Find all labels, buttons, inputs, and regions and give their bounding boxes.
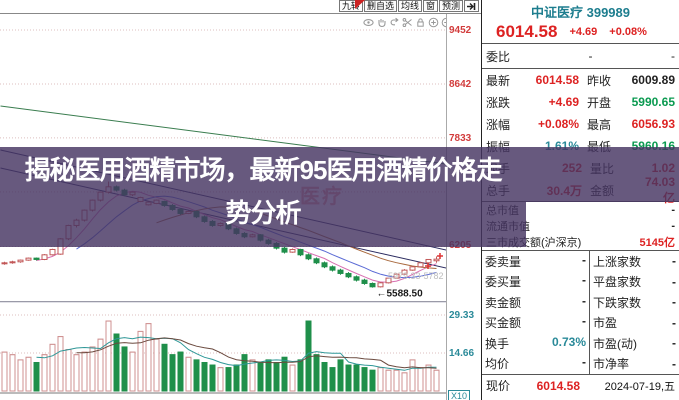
index-title: 中证医疗 399989 [531,5,630,20]
headline-banner [0,202,526,247]
red-flag-marker [355,0,365,9]
row-label: 市盈(动) [593,336,637,351]
hand-icon[interactable] [376,17,387,28]
row-value: - [582,293,586,308]
svg-text:←5588.50: ←5588.50 [377,289,424,300]
row-label: 上涨家数 [593,254,642,269]
row-value: - [672,254,676,269]
row-label: 最新 [486,73,511,88]
volume-axis-label: 14.66 [449,348,475,359]
chart-tool-icons [363,17,452,28]
row-value: - [671,220,675,232]
headline-text: 揭秘医用酒精市场，最新95医用酒精价格走 势分析 [0,149,526,235]
window-button[interactable]: 窗 [422,0,438,12]
trade-date: 2024-07-19,五 [604,380,675,393]
pair-row: 换手 0.73% 市盈(动) - [482,333,679,354]
price-row: 6014.58 +4.69 +0.08% [482,21,679,44]
last-price: 6014.58 [496,22,558,41]
quote-row: 涨跌 +4.69 开盘 5990.65 [482,91,679,113]
row-value: 6009.89 [631,73,675,87]
collapse-panel-button[interactable] [464,0,479,12]
row-value: - [671,204,675,216]
headline-line2: 势分析 [225,198,301,228]
row-label: 最高 [587,117,612,132]
row-label: 卖金额 [485,295,522,310]
row-value: - [582,252,586,267]
row-label: 市盈 [593,316,618,331]
row-label: 均价 [485,357,510,372]
row-value: +4.69 [548,95,580,109]
row-value: 0.73% [551,334,586,349]
current-price-value: 6014.58 [536,378,580,393]
price-axis-label: 8642 [449,79,472,90]
pair-row: 委卖量 - 上涨家数 - [482,251,679,272]
price-axis-label: 9452 [449,25,472,36]
weibi-row: 委比 - - [482,44,679,69]
row-label: 下跌家数 [593,295,642,310]
remove-watchlist-button[interactable]: 删自选 [363,0,397,12]
quote-row: 最新 6014.58 昨收 6009.89 [482,69,679,91]
scissors-icon[interactable] [402,17,413,28]
headline-line1: 揭秘医用酒精市场，最新95医用酒精价格走 [24,155,503,185]
pair-row: 买金额 - 市盈 - [482,312,679,333]
lock-icon[interactable] [415,17,426,28]
volume-axis-label: 29.33 [449,310,475,321]
headline-banner [0,147,679,202]
row-label: 市净率 [593,357,630,372]
zoom-in-icon[interactable] [428,17,439,28]
row-value: - [582,355,586,370]
ma-line-button[interactable]: 均线 [397,0,422,12]
row-value: 6056.93 [631,117,675,131]
row-label: 昨收 [587,73,612,88]
price-change-pct: +0.08% [609,26,647,38]
current-price-row: 现价 6014.58 2024-07-19,五 [482,374,679,396]
row-label: 买金额 [485,316,522,331]
row-value: 5145亿 [639,237,675,249]
weibi-value: - [588,49,593,63]
arrow-bar-icon [467,2,476,10]
row-value: 5990.65 [631,95,675,109]
pair-row: 委买量 - 平盘家数 - [482,271,679,292]
row-label: 委卖量 [485,254,522,269]
chart-toolbar: 九转 删自选 均线 窗 预测 [0,0,481,14]
pair-row: 均价 - 市净率 - [482,353,679,374]
row-label: 涨跌 [486,95,511,110]
row-label: 换手 [485,336,510,351]
quote-row: 涨幅 +0.08% 最高 6056.93 [482,113,679,135]
row-value: - [582,273,586,288]
row-label: 开盘 [587,95,612,110]
row-value: +0.08% [537,117,580,131]
row-value: - [582,314,586,329]
row-label: 涨幅 [486,117,511,132]
row-value: - [672,274,676,289]
undo-icon[interactable] [389,17,400,28]
row-value: - [672,295,676,310]
row-label: 现价 [486,379,511,393]
volume-multiplier-badge: X10 [448,390,471,400]
svg-text:5979.33-5782: 5979.33-5782 [388,271,444,281]
pair-row: 卖金额 - 下跌家数 - [482,292,679,313]
forecast-button[interactable]: 预测 [438,0,463,12]
row-value: - [672,336,676,351]
weibi-label: 委比 [486,49,511,64]
weicha-value: - [671,49,675,63]
row-value: - [672,356,676,371]
price-axis-label: 7833 [449,133,472,144]
row-value: 6014.58 [535,73,580,87]
row-value: - [672,315,676,330]
row-label: 平盘家数 [593,275,642,290]
price-change: +4.69 [569,26,598,38]
eye-icon[interactable] [363,17,374,28]
row-label: 委买量 [485,275,522,290]
